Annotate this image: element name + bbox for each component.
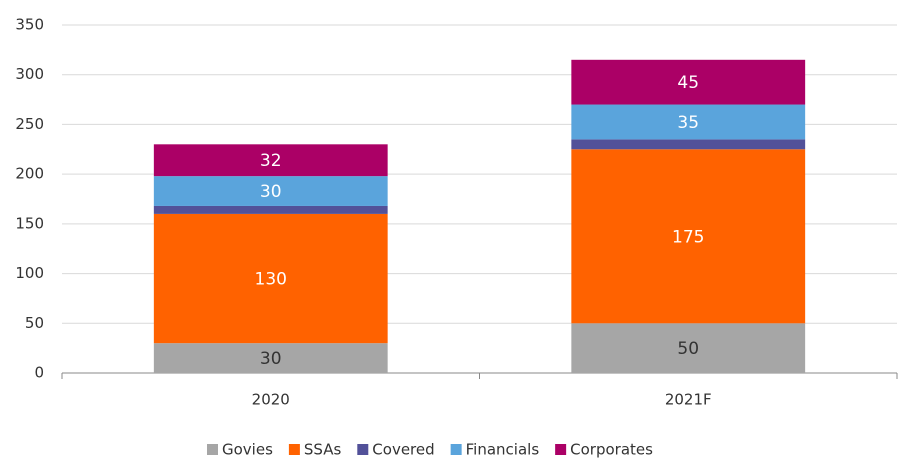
y-tick-label: 350 [15,16,44,34]
bar-segment [153,213,388,344]
y-tick-label: 0 [34,364,44,382]
y-tick-label: 250 [15,115,44,133]
x-tick-label: 2020 [252,391,290,409]
bar-segment [571,104,806,140]
y-tick-label: 300 [15,65,44,83]
legend-label: Financials [466,441,540,459]
bar-segment [571,149,806,324]
data-label: 30 [260,349,282,369]
legend-swatch [357,444,369,455]
y-tick-label: 100 [15,264,44,282]
data-label: 35 [677,113,699,133]
data-label: 32 [260,151,282,171]
bar-segment [153,343,388,373]
bar-segment [153,205,388,214]
data-label: 130 [255,270,287,290]
legend-swatch [555,444,567,455]
data-label: 50 [677,339,699,359]
y-tick-label: 200 [15,165,44,183]
bar-segment [571,323,806,373]
bar-segment [571,59,806,105]
legend-label: SSAs [304,441,342,459]
legend-label: Corporates [570,441,653,459]
legend-swatch [450,444,462,455]
bar-segment [153,176,388,206]
y-tick-label: 150 [15,214,44,232]
legend-label: Govies [222,441,273,459]
x-tick-label: 2021F [665,391,712,409]
legend-swatch [288,444,300,455]
data-label: 175 [672,227,704,247]
bar-segment [571,139,806,150]
data-label: 45 [677,73,699,93]
bar-segment [153,144,388,177]
legend-swatch [207,444,218,455]
legend-label: Covered [372,441,434,459]
y-tick-label: 50 [25,314,44,332]
data-label: 30 [260,182,282,202]
